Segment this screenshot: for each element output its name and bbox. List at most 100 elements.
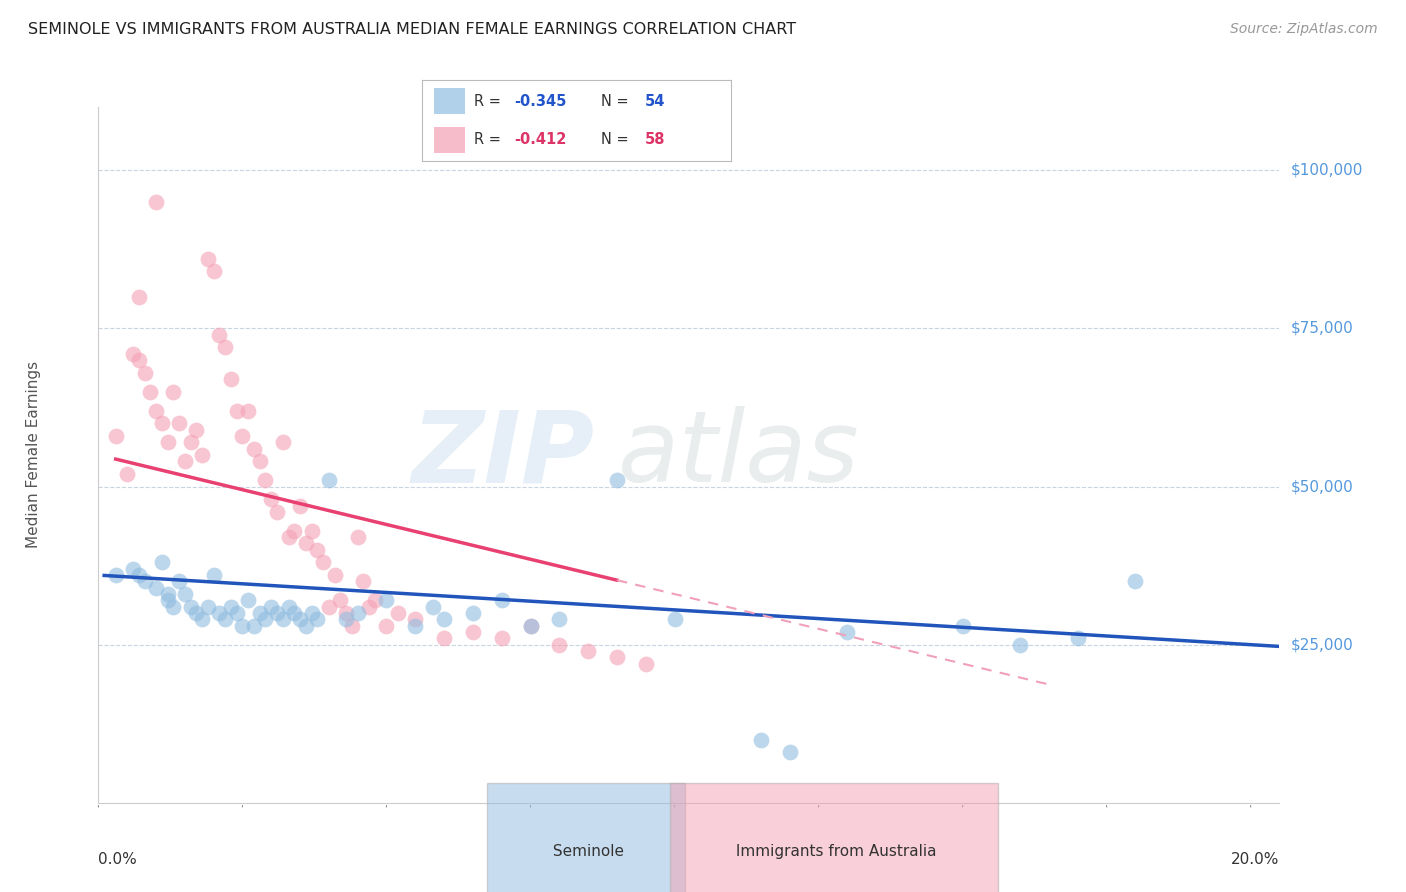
Text: -0.412: -0.412: [515, 132, 567, 147]
Point: [346, 606, 368, 620]
Text: $25,000: $25,000: [1291, 637, 1354, 652]
Text: Source: ZipAtlas.com: Source: ZipAtlas.com: [1230, 22, 1378, 37]
Point: [254, 473, 277, 487]
Point: [219, 372, 242, 386]
Text: $100,000: $100,000: [1291, 163, 1362, 178]
Point: [1010, 638, 1032, 652]
Bar: [434, 127, 465, 153]
Point: [128, 290, 150, 304]
Point: [329, 593, 352, 607]
Text: N =: N =: [602, 94, 634, 109]
Text: $50,000: $50,000: [1291, 479, 1354, 494]
Point: [202, 264, 225, 278]
Point: [145, 403, 167, 417]
Point: [134, 366, 156, 380]
Point: [323, 568, 346, 582]
Point: [277, 530, 299, 544]
Point: [150, 417, 173, 431]
Point: [180, 599, 202, 614]
Point: [749, 732, 772, 747]
Point: [260, 599, 283, 614]
Point: [318, 473, 340, 487]
Point: [134, 574, 156, 589]
Point: [1067, 632, 1090, 646]
Point: [243, 442, 266, 456]
Text: atlas: atlas: [619, 407, 859, 503]
Point: [634, 657, 657, 671]
Point: [318, 599, 340, 614]
Point: [128, 353, 150, 368]
Point: [375, 618, 398, 632]
Point: [173, 454, 195, 468]
Text: 0.0%: 0.0%: [98, 852, 138, 866]
Point: [288, 499, 311, 513]
Text: N =: N =: [602, 132, 634, 147]
Point: [186, 423, 208, 437]
Point: [208, 327, 231, 342]
Point: [266, 606, 288, 620]
Text: 54: 54: [644, 94, 665, 109]
Point: [519, 618, 541, 632]
Text: $75,000: $75,000: [1291, 321, 1354, 336]
Point: [335, 612, 357, 626]
Point: [364, 593, 387, 607]
Point: [312, 556, 335, 570]
Text: -0.345: -0.345: [515, 94, 567, 109]
Point: [404, 612, 426, 626]
Point: [238, 593, 260, 607]
Point: [307, 612, 329, 626]
Point: [219, 599, 242, 614]
Point: [404, 618, 426, 632]
Point: [422, 599, 444, 614]
Point: [180, 435, 202, 450]
Text: Immigrants from Australia: Immigrants from Australia: [731, 845, 936, 859]
Point: [548, 612, 571, 626]
Text: Median Female Earnings: Median Female Earnings: [25, 361, 41, 549]
Point: [122, 562, 145, 576]
Point: [295, 618, 318, 632]
Point: [433, 632, 456, 646]
Point: [260, 492, 283, 507]
Point: [606, 650, 628, 665]
Point: [576, 644, 599, 658]
Point: [271, 612, 294, 626]
Point: [197, 252, 219, 266]
Point: [145, 581, 167, 595]
Point: [664, 612, 686, 626]
Point: [1125, 574, 1147, 589]
Point: [346, 530, 368, 544]
Point: [375, 593, 398, 607]
Point: [167, 417, 190, 431]
Point: [491, 632, 513, 646]
Point: [548, 638, 571, 652]
Point: [197, 599, 219, 614]
Point: [214, 340, 236, 354]
Point: [156, 587, 179, 601]
Point: [301, 524, 323, 538]
Point: [191, 612, 214, 626]
Point: [288, 612, 311, 626]
Point: [191, 448, 214, 462]
Point: [139, 384, 162, 399]
Point: [433, 612, 456, 626]
Point: [122, 347, 145, 361]
Point: [162, 599, 184, 614]
Point: [249, 454, 271, 468]
Point: [214, 612, 236, 626]
Point: [387, 606, 409, 620]
Point: [128, 568, 150, 582]
Point: [606, 473, 628, 487]
Text: Seminole: Seminole: [548, 845, 624, 859]
Point: [225, 606, 247, 620]
Point: [104, 429, 127, 443]
Point: [225, 403, 247, 417]
Point: [115, 467, 138, 481]
Text: 58: 58: [644, 132, 665, 147]
Point: [202, 568, 225, 582]
Point: [156, 435, 179, 450]
Point: [952, 618, 974, 632]
Point: [340, 618, 363, 632]
Point: [208, 606, 231, 620]
Point: [162, 384, 184, 399]
Point: [150, 556, 173, 570]
